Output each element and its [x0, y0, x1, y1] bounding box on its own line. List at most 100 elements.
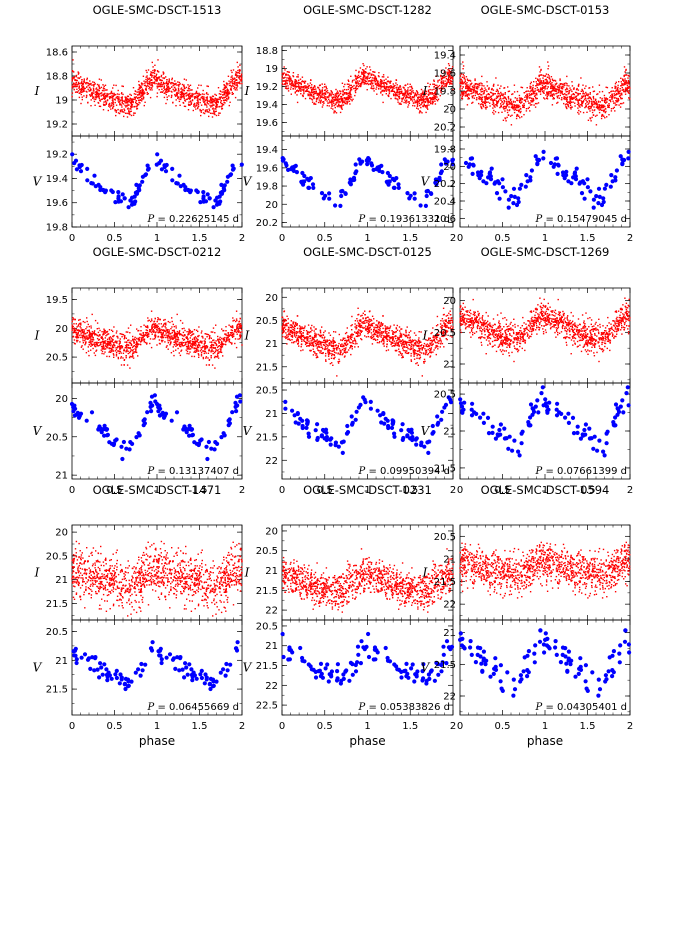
data-point	[430, 102, 432, 104]
data-point	[507, 114, 510, 116]
data-point	[556, 88, 558, 90]
panel-3: OGLE-SMC-DSCT-015319.419.619.82020.2I19.…	[421, 3, 634, 244]
data-point	[538, 90, 540, 92]
data-point	[597, 106, 599, 109]
data-point	[335, 88, 337, 91]
data-point	[537, 88, 540, 91]
data-point	[292, 85, 294, 87]
data-point	[166, 98, 168, 101]
data-point	[599, 97, 601, 99]
data-point	[92, 81, 94, 83]
data-point	[215, 101, 217, 104]
data-point	[529, 102, 531, 104]
data-point	[90, 89, 92, 92]
data-point	[593, 109, 595, 112]
data-point	[349, 87, 351, 89]
data-point	[473, 88, 475, 90]
data-point	[432, 97, 434, 99]
data-point	[354, 75, 357, 78]
data-point	[484, 104, 487, 107]
data-point	[446, 83, 448, 85]
data-point	[493, 105, 495, 107]
data-point	[468, 93, 470, 95]
data-point	[372, 82, 374, 84]
y-axis-label: I	[422, 84, 428, 98]
data-point	[481, 88, 484, 90]
data-point	[450, 68, 452, 70]
data-point	[294, 82, 297, 85]
data-point	[205, 109, 207, 111]
data-point	[324, 83, 326, 85]
v-band-points	[70, 152, 244, 210]
data-point	[85, 178, 90, 183]
data-point	[516, 115, 518, 117]
data-point	[130, 106, 132, 108]
data-point	[318, 99, 321, 101]
y-tick-label: 19.8	[256, 182, 278, 193]
data-point	[284, 69, 286, 71]
data-point	[345, 89, 348, 91]
data-point	[96, 90, 98, 93]
data-point	[141, 100, 143, 102]
data-point	[327, 96, 329, 98]
data-point	[188, 96, 190, 98]
data-point	[372, 80, 374, 82]
data-point	[144, 92, 146, 94]
data-point	[80, 89, 82, 91]
data-point	[433, 98, 435, 100]
data-point	[570, 94, 573, 96]
data-point	[197, 106, 199, 108]
data-point	[92, 96, 95, 98]
data-point	[539, 71, 541, 73]
data-point	[486, 106, 488, 108]
data-point	[208, 109, 211, 111]
data-point	[150, 82, 153, 84]
data-point	[316, 92, 318, 95]
data-point	[469, 90, 472, 92]
data-point	[379, 82, 381, 84]
data-point	[597, 100, 600, 102]
data-point	[617, 93, 619, 95]
data-point	[355, 69, 357, 72]
data-point	[147, 93, 149, 95]
data-point	[354, 94, 356, 97]
data-point	[407, 89, 409, 91]
data-point	[400, 92, 402, 95]
data-point	[157, 83, 159, 86]
data-point	[186, 98, 189, 100]
data-point	[541, 84, 544, 87]
data-point	[599, 108, 602, 111]
data-point	[479, 104, 482, 106]
data-point	[535, 92, 538, 94]
data-point	[515, 117, 518, 120]
data-point	[343, 85, 345, 88]
data-point	[128, 101, 131, 103]
data-point	[218, 93, 221, 95]
data-point	[561, 83, 563, 85]
data-point	[561, 87, 563, 89]
data-point	[383, 84, 385, 86]
y-axis-label: I	[34, 329, 40, 343]
data-point	[200, 111, 202, 113]
data-point	[540, 87, 542, 89]
data-point	[375, 86, 378, 88]
data-point	[588, 102, 590, 104]
data-point	[540, 74, 543, 76]
data-point	[313, 102, 316, 104]
data-point	[218, 190, 223, 195]
data-point	[409, 92, 411, 94]
data-point	[141, 336, 143, 339]
data-point	[176, 93, 178, 96]
data-point	[420, 111, 422, 113]
data-point	[407, 106, 409, 108]
data-point	[189, 100, 192, 102]
data-point	[364, 77, 366, 79]
data-point	[140, 86, 143, 88]
data-point	[523, 106, 525, 109]
data-point	[355, 88, 357, 90]
data-point	[573, 93, 575, 96]
data-point	[434, 97, 436, 100]
data-point	[224, 99, 227, 101]
data-point	[126, 98, 128, 101]
data-point	[521, 116, 523, 118]
